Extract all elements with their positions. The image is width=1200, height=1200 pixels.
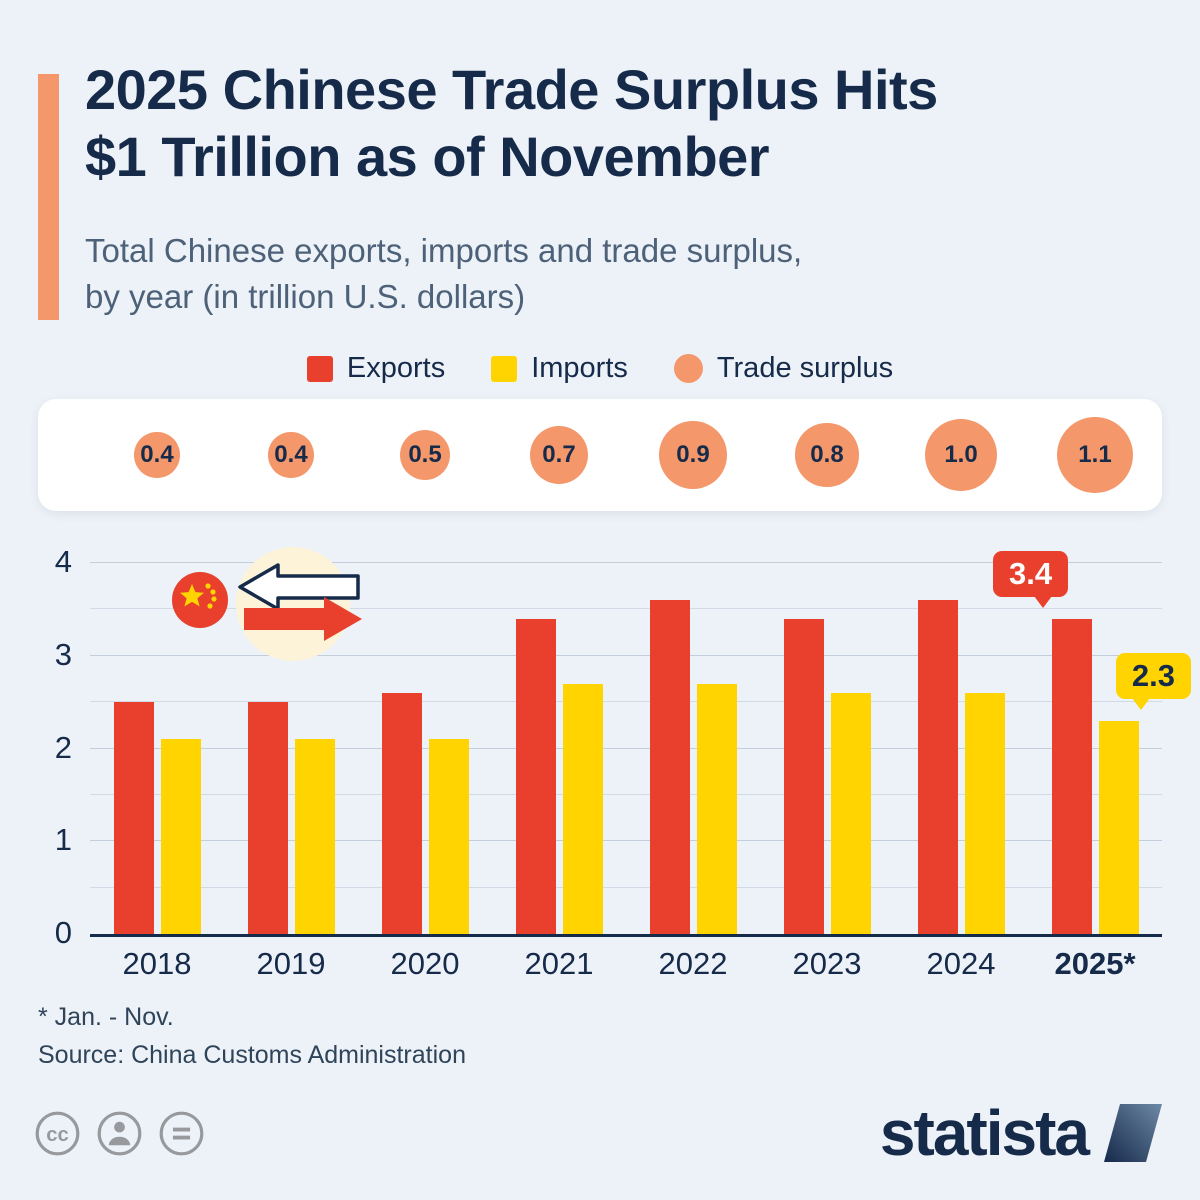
- exports-bar: [381, 692, 422, 934]
- imports-swatch-icon: [491, 355, 518, 382]
- exports-bar: [649, 600, 690, 934]
- trade-surplus-bubble: 0.7: [529, 425, 589, 485]
- imports-bar: [562, 683, 603, 934]
- gridline: [90, 793, 1162, 795]
- value-callout-exports: 3.4: [993, 551, 1069, 608]
- imports-bar: [830, 692, 871, 934]
- imports-bar: [1098, 720, 1139, 934]
- gridline: [90, 608, 1162, 610]
- china-flag-icon: [172, 572, 228, 628]
- y-axis-label: 3: [54, 636, 72, 672]
- legend-label-trade-surplus: Trade surplus: [716, 352, 894, 384]
- x-axis-label: 2018: [122, 946, 192, 981]
- x-axis-label: 2025*: [1054, 946, 1136, 981]
- exports-bar: [1051, 618, 1092, 934]
- gridline: [90, 701, 1162, 703]
- gridline: [90, 886, 1162, 888]
- bar-group: [515, 563, 603, 934]
- footnote: * Jan. - Nov.: [38, 1003, 174, 1031]
- trade-surplus-bubble: 1.0: [925, 419, 997, 491]
- y-axis-label: 4: [54, 544, 72, 579]
- trade-surplus-bubble: 1.1: [1056, 416, 1134, 494]
- exports-bar: [917, 600, 958, 934]
- subtitle-line-1: Total Chinese exports, imports and trade…: [85, 232, 803, 269]
- imports-bar: [160, 739, 201, 934]
- bar-group: [381, 563, 469, 934]
- bar-group: [917, 563, 1005, 934]
- trade-surplus-swatch-icon: [673, 354, 703, 383]
- imports-bar: [294, 739, 335, 934]
- legend-item-exports: Exports: [306, 352, 446, 385]
- x-axis-label: 2019: [256, 946, 326, 981]
- plot-area: 3.4 2.3: [90, 551, 1191, 937]
- y-axis-label: 1: [54, 822, 72, 858]
- statista-wordmark: statista: [879, 1097, 1090, 1169]
- cc-icon: cc: [35, 1111, 80, 1156]
- page-title: 2025 Chinese Trade Surplus Hits $1 Trill…: [85, 56, 938, 190]
- bar-group: [649, 563, 737, 934]
- source: Source: China Customs Administration: [38, 1041, 466, 1069]
- gridline: [90, 747, 1162, 749]
- exports-bar: [113, 702, 154, 934]
- gridline: [90, 840, 1162, 842]
- x-axis: 2018 2019 2020 2021 2022 2023 2024 2025*: [90, 946, 1162, 990]
- value-callout-imports: 2.3: [1115, 653, 1191, 710]
- y-axis-label: 0: [54, 915, 72, 950]
- exports-bar: [247, 702, 288, 934]
- bar-group: [113, 563, 201, 934]
- legend-item-trade-surplus: Trade surplus: [673, 352, 894, 385]
- bar-group: [247, 563, 335, 934]
- bar-group: [783, 563, 871, 934]
- legend-label-imports: Imports: [531, 352, 628, 384]
- china-trade-illustration: [172, 547, 362, 661]
- x-axis-label: 2022: [658, 946, 728, 981]
- equals-icon: [159, 1111, 204, 1156]
- trade-surplus-bubble: 0.9: [659, 421, 727, 489]
- imports-bar: [696, 683, 737, 934]
- trade-surplus-bubble: 0.4: [268, 432, 314, 478]
- imports-bar: [964, 692, 1005, 934]
- x-axis-label: 2020: [390, 946, 460, 981]
- license-icons: cc: [34, 1110, 205, 1157]
- y-axis: 0 1 2 3 4: [26, 544, 78, 950]
- right-arrow-icon: [244, 597, 362, 641]
- x-axis-label: 2023: [792, 946, 862, 981]
- accent-bar: [38, 74, 59, 320]
- surplus-bubbles: 0.4 0.4 0.5 0.7 0.9 0.8 1.0 1.1: [90, 399, 1162, 511]
- exports-bar: [515, 618, 556, 934]
- legend-label-exports: Exports: [346, 352, 446, 384]
- left-arrow-icon: [238, 563, 360, 611]
- x-axis-label: 2024: [926, 946, 996, 981]
- exports-bar: [783, 618, 824, 934]
- title-line-2: $1 Trillion as of November: [85, 125, 770, 189]
- y-axis-label: 2: [54, 729, 72, 765]
- trade-surplus-bubble: 0.4: [134, 432, 180, 478]
- legend: Exports Imports Trade surplus: [0, 352, 1200, 385]
- exports-swatch-icon: [306, 355, 333, 382]
- gridline: [90, 562, 1162, 563]
- gridline: [90, 654, 1162, 656]
- bar-group: 3.4 2.3: [993, 551, 1191, 934]
- svg-text:cc: cc: [46, 1124, 69, 1146]
- chart-subtitle: Total Chinese exports, imports and trade…: [85, 228, 802, 320]
- imports-bar: [428, 739, 469, 934]
- trade-surplus-bubble: 0.8: [795, 423, 859, 487]
- title-line-1: 2025 Chinese Trade Surplus Hits: [85, 58, 938, 121]
- statista-branding: statista: [880, 1096, 1162, 1170]
- trade-surplus-panel: 0.4 0.4 0.5 0.7 0.9 0.8 1.0 1.1: [38, 399, 1162, 511]
- x-axis-label: 2021: [524, 946, 594, 981]
- statista-logo-icon: [1104, 1104, 1162, 1162]
- subtitle-line-2: by year (in trillion U.S. dollars): [85, 278, 526, 316]
- legend-item-imports: Imports: [491, 352, 628, 385]
- trade-surplus-bubble: 0.5: [400, 430, 450, 480]
- person-icon: [97, 1111, 142, 1156]
